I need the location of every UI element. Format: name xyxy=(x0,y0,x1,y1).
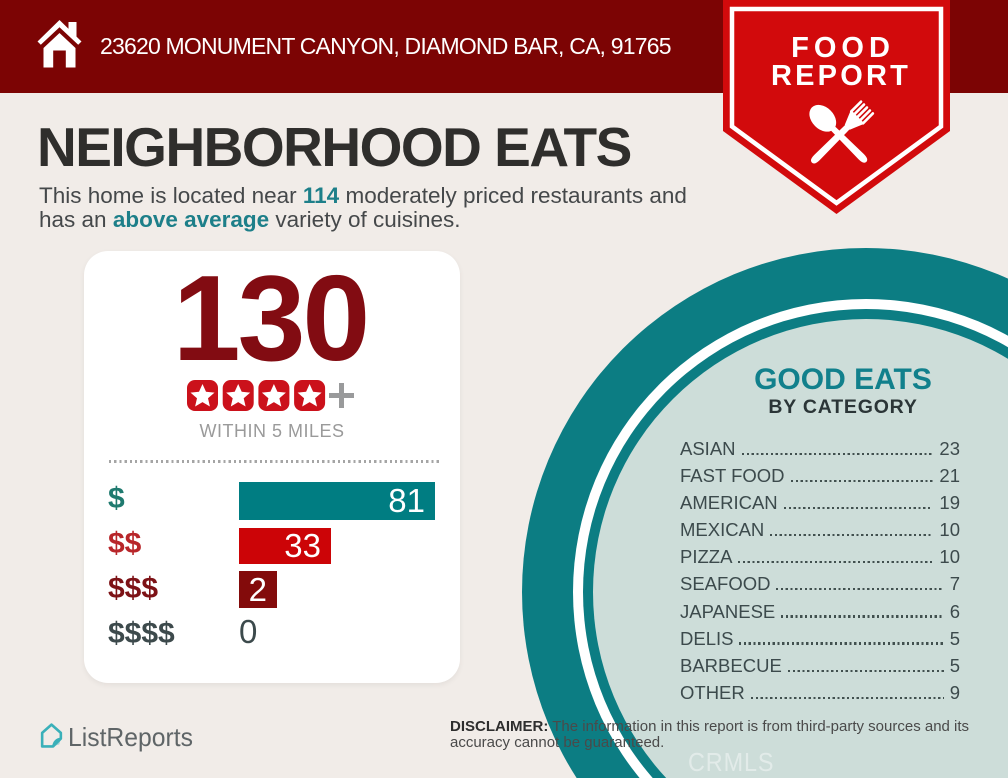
svg-text:REPORT: REPORT xyxy=(771,60,911,92)
svg-text:FOOD: FOOD xyxy=(791,32,895,64)
